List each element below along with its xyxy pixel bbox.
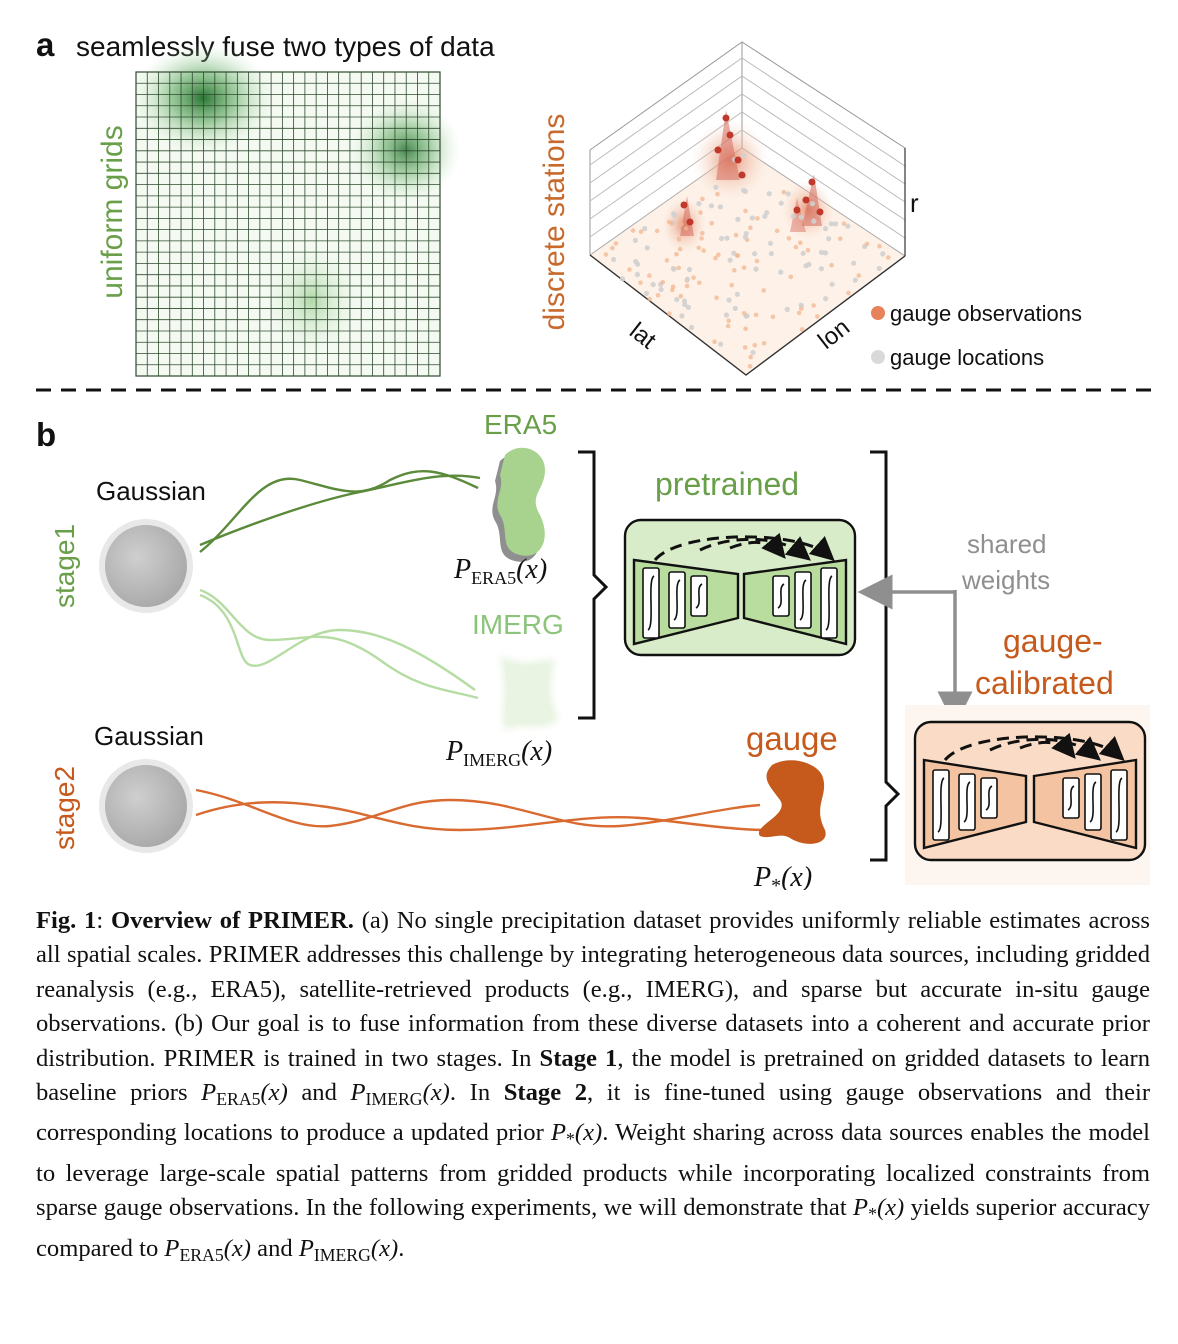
imerg-label: IMERG xyxy=(472,609,564,640)
station-3d-plot xyxy=(589,41,906,376)
panel-b-letter: b xyxy=(36,416,56,453)
location-legend-marker xyxy=(871,350,885,364)
caption-text-b2: , the model is pretrained on gridded dat… xyxy=(36,1044,1150,1107)
axis-lat-label: lat xyxy=(624,317,661,354)
flow-lines-gauge xyxy=(195,788,766,832)
observation-legend-marker xyxy=(871,306,885,320)
gaussian-stage2-label: Gaussian xyxy=(94,721,204,751)
caption-and-1: and xyxy=(301,1079,337,1107)
caption-part-a: (a) xyxy=(361,907,389,934)
caption-p-era5-2: PERA5(x) xyxy=(164,1234,251,1265)
gauge-label: gauge xyxy=(746,720,838,757)
stage2-label: stage2 xyxy=(49,766,80,850)
caption-fig-label: Fig. 1 xyxy=(36,907,97,934)
uniform-grids-label: uniform grids xyxy=(96,125,129,298)
pretrained-label: pretrained xyxy=(655,466,799,502)
caption-text-b1: Our goal is to fuse information from the… xyxy=(36,1010,1150,1072)
imerg-distribution-core xyxy=(503,660,552,724)
gaussian-stage1-label: Gaussian xyxy=(96,476,206,506)
caption-p-imerg-2: PIMERG(x) xyxy=(298,1234,399,1265)
flow-lines-era5 xyxy=(199,469,481,553)
caption-and-2: and xyxy=(257,1234,293,1262)
p-star-label: P*(x) xyxy=(753,862,812,890)
p-era5-label: PERA5(x) xyxy=(453,554,547,588)
caption-p-star-1: P*(x) xyxy=(551,1119,603,1150)
caption-text-b6: yields superior accuracy compared to xyxy=(36,1194,1150,1262)
caption-stage2: Stage 2 xyxy=(503,1079,588,1107)
pretrained-skip-arrows xyxy=(653,532,835,562)
legend-observations: gauge observations xyxy=(890,301,1082,326)
caption-p-imerg-1: PIMERG(x) xyxy=(350,1079,450,1109)
gauge-calibrated-label-2: calibrated xyxy=(975,665,1114,701)
gaussian-stage2-ball xyxy=(99,759,193,853)
stage1-label: stage1 xyxy=(49,524,80,608)
flow-lines-imerg xyxy=(199,588,479,700)
caption-stage1: Stage 1 xyxy=(539,1044,618,1072)
caption-text-b4: , it is fine-tuned using gauge observati… xyxy=(36,1079,1151,1147)
shared-weights-label-2: weights xyxy=(961,565,1050,595)
gauge-distribution xyxy=(758,760,826,844)
stage1-bracket xyxy=(578,450,609,720)
caption-text-b5: . Weight sharing across data sources ena… xyxy=(36,1119,1150,1222)
calibrated-skip-arrows xyxy=(943,732,1125,762)
figure-caption: Fig. 1: Overview of PRIMER. (a) No singl… xyxy=(36,907,1151,1265)
panel-a-letter: a xyxy=(36,26,55,63)
discrete-stations-label: discrete stations xyxy=(538,114,571,331)
era5-distribution xyxy=(497,447,545,556)
caption-p-star-2: P*(x) xyxy=(853,1194,905,1225)
shared-weights-label-1: shared xyxy=(967,529,1047,559)
uniform-grid-heatmap xyxy=(133,43,461,377)
caption-end: . xyxy=(398,1234,405,1262)
caption-title: Overview of PRIMER. xyxy=(110,907,354,934)
p-imerg-label: PIMERG(x) xyxy=(445,736,552,770)
caption-text-b3: . In xyxy=(449,1079,491,1107)
figure-illustration: a seamlessly fuse two types of data unif… xyxy=(36,26,1155,890)
combined-bracket xyxy=(870,450,901,862)
caption-text-a: No single precipitation dataset provides… xyxy=(36,907,1151,1038)
caption-part-b: (b) xyxy=(174,1010,204,1038)
era5-label: ERA5 xyxy=(484,409,557,440)
caption-p-era5-1: PERA5(x) xyxy=(201,1079,288,1109)
legend-locations: gauge locations xyxy=(890,345,1044,370)
axis-r-label: r xyxy=(910,188,919,218)
gauge-calibrated-label-1: gauge- xyxy=(1003,623,1103,659)
panel-a-title: seamlessly fuse two types of data xyxy=(76,31,495,62)
gaussian-stage1-ball xyxy=(99,519,193,613)
